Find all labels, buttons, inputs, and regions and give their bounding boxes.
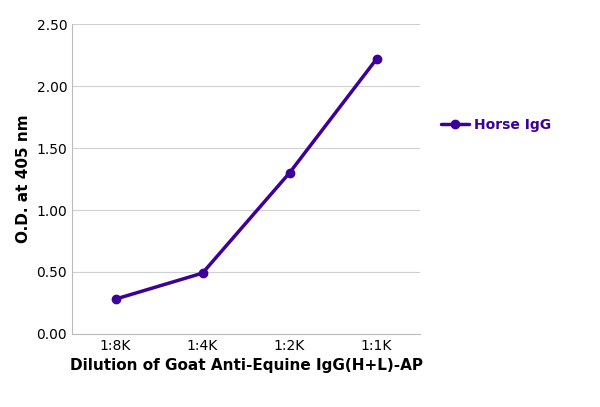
Legend: Horse IgG: Horse IgG (441, 118, 551, 132)
X-axis label: Dilution of Goat Anti-Equine IgG(H+L)-AP: Dilution of Goat Anti-Equine IgG(H+L)-AP (70, 358, 422, 373)
Horse IgG (373, 57, 380, 61)
Horse IgG (286, 171, 293, 175)
Horse IgG (112, 297, 119, 302)
Y-axis label: O.D. at 405 nm: O.D. at 405 nm (16, 115, 31, 243)
Line: Horse IgG: Horse IgG (112, 55, 380, 303)
Horse IgG (199, 271, 206, 276)
